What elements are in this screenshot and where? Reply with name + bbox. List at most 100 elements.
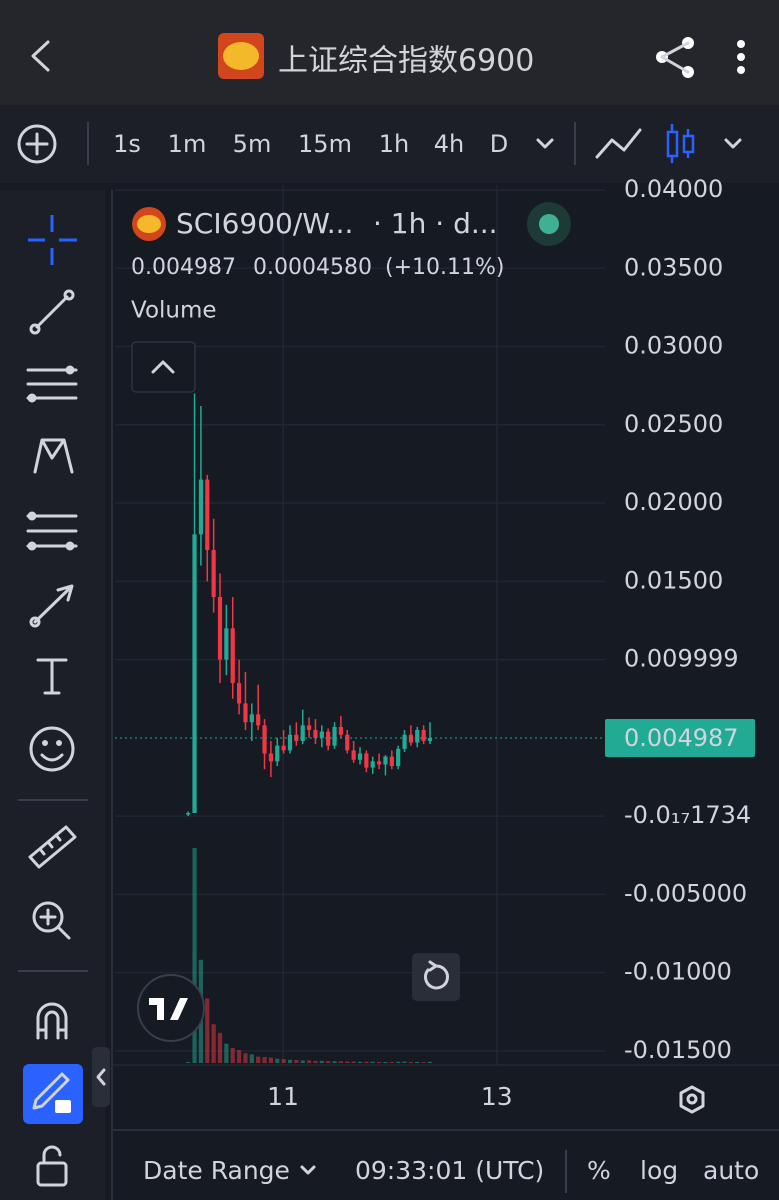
- legend-symbol: SCI6900/W...: [176, 207, 353, 240]
- settings-button[interactable]: [679, 1085, 705, 1114]
- candle-body: [243, 703, 248, 723]
- add-button[interactable]: [17, 124, 57, 164]
- candle-chart-button[interactable]: [666, 124, 695, 163]
- volume-bar: [326, 1061, 331, 1063]
- interval-button[interactable]: 15m: [298, 130, 352, 158]
- candle-body: [376, 761, 382, 765]
- volume-bar: [383, 1061, 388, 1063]
- y-tick-label: -0.005000: [624, 879, 747, 907]
- candle-body: [402, 734, 407, 749]
- volume-bar: [408, 1061, 414, 1063]
- trend-line-tool[interactable]: [29, 289, 75, 335]
- volume-bar: [421, 1062, 426, 1063]
- percent-toggle[interactable]: %: [587, 1156, 611, 1185]
- title: 上证综合指数6900: [278, 44, 534, 79]
- tradingview-mark: [149, 998, 188, 1020]
- volume-bar: [415, 1061, 420, 1063]
- unlock-tool[interactable]: [36, 1145, 68, 1187]
- menu-button[interactable]: [737, 40, 745, 74]
- volume-bar: [306, 1060, 312, 1063]
- projection-tool[interactable]: [26, 511, 78, 551]
- volume-bar: [389, 1061, 394, 1063]
- arrow-tool[interactable]: [29, 584, 74, 628]
- volume-bar: [402, 1061, 407, 1063]
- interval-button[interactable]: 1m: [168, 130, 207, 158]
- volume-bar: [370, 1061, 375, 1063]
- volume-bar: [211, 1024, 216, 1063]
- volume-bar: [243, 1053, 248, 1063]
- candle-body: [364, 753, 369, 768]
- candle-body: [332, 726, 337, 746]
- candle-body: [313, 730, 318, 738]
- interval-dropdown[interactable]: [536, 138, 554, 149]
- candle-body: [338, 726, 344, 735]
- auto-toggle[interactable]: auto: [703, 1156, 759, 1185]
- legend-logo-mark: [137, 215, 161, 233]
- text-tool[interactable]: [36, 658, 68, 695]
- back-button[interactable]: [31, 40, 50, 72]
- volume-bar: [230, 1047, 235, 1063]
- logo-mark: [223, 42, 259, 70]
- date-range-dropdown: [300, 1165, 316, 1175]
- volume-bar: [256, 1056, 261, 1063]
- x-tick-label: 13: [481, 1082, 513, 1111]
- y-tick-label: 0.01500: [624, 566, 723, 594]
- y-tick-label: -0.0₁₇1734: [624, 801, 751, 829]
- y-tick-label: -0.01000: [624, 958, 732, 986]
- candle-body: [421, 730, 426, 741]
- line-chart-button[interactable]: [595, 128, 642, 159]
- crosshair-tool[interactable]: [28, 215, 77, 265]
- candle-body: [268, 753, 274, 762]
- reset-icon: [424, 960, 449, 990]
- pencil-icon: [32, 1072, 70, 1110]
- volume-bar: [427, 1061, 433, 1063]
- share-button[interactable]: [656, 37, 694, 78]
- toolbar: [0, 105, 779, 183]
- interval-button[interactable]: 1h: [379, 130, 409, 158]
- interval-button[interactable]: 4h: [434, 130, 464, 158]
- interval-button[interactable]: 5m: [233, 130, 272, 158]
- pattern-tool[interactable]: [33, 438, 74, 474]
- candle-body: [217, 596, 223, 660]
- ruler-tool[interactable]: [28, 825, 77, 869]
- collapse-panel-tab[interactable]: [92, 1047, 110, 1107]
- magnet-tool[interactable]: [36, 1002, 68, 1040]
- zoom-tool[interactable]: [32, 901, 71, 940]
- volume-bar: [345, 1061, 350, 1063]
- volume-bar: [275, 1058, 280, 1063]
- legend-details: · 1h · d...: [373, 207, 498, 240]
- candle-body: [427, 738, 433, 741]
- last-price-box: [605, 719, 755, 758]
- volume-bar: [268, 1057, 274, 1063]
- fib-tool[interactable]: [26, 365, 78, 403]
- tradingview-logo[interactable]: [137, 974, 205, 1042]
- volume-bar: [217, 1032, 223, 1063]
- candle-body: [230, 628, 235, 684]
- log-toggle[interactable]: log: [640, 1156, 678, 1185]
- candle-body: [306, 725, 312, 731]
- legend-change-percent: (+10.11%): [385, 255, 505, 280]
- drawing-panel: [0, 190, 105, 1200]
- volume-bar: [332, 1061, 337, 1063]
- collapse-arrow: [96, 1068, 106, 1086]
- collapse-legend-button[interactable]: [131, 341, 196, 393]
- reset-button[interactable]: [412, 953, 460, 1001]
- interval-button[interactable]: 1s: [113, 130, 141, 158]
- volume-bar: [287, 1059, 293, 1063]
- date-range-button[interactable]: Date Range: [143, 1156, 290, 1185]
- emoji-tool[interactable]: [29, 726, 75, 772]
- y-tick-label: 0.009999: [624, 645, 739, 673]
- volume-bar: [192, 848, 197, 1063]
- chart-type-dropdown[interactable]: [724, 138, 742, 149]
- volume-bar: [249, 1054, 254, 1063]
- y-tick-label: 0.02000: [624, 488, 723, 516]
- candle-body: [192, 534, 197, 813]
- candle-body: [224, 628, 229, 660]
- candle-body: [357, 753, 363, 760]
- interval-button[interactable]: D: [490, 130, 508, 158]
- candle-body: [275, 745, 280, 762]
- volume-bar: [300, 1060, 305, 1063]
- collapse-legend-icon: [151, 360, 175, 374]
- volume-bar: [351, 1061, 356, 1063]
- volume-bar: [294, 1059, 299, 1063]
